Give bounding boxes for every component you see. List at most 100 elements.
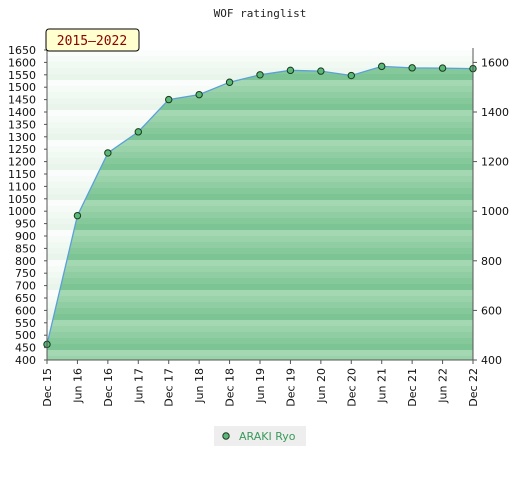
period-badge-text: 2015–2022	[57, 34, 127, 49]
data-point	[134, 128, 142, 136]
left-tick-label: 950	[15, 218, 36, 231]
data-point	[225, 78, 234, 86]
area-stripe	[47, 176, 473, 182]
area-stripe	[47, 320, 473, 326]
area-stripe	[47, 344, 473, 350]
area-stripe	[47, 140, 473, 146]
x-tick-label: Jun 17	[132, 368, 145, 404]
bg-stripe	[47, 68, 473, 74]
left-tick-label: 1100	[8, 180, 36, 193]
left-tick-label: 1150	[8, 168, 36, 181]
data-point	[195, 90, 203, 99]
area-stripe	[47, 158, 473, 164]
bg-stripe	[47, 56, 473, 62]
data-point	[256, 71, 264, 79]
area-stripe	[47, 296, 473, 302]
area-stripe	[47, 356, 473, 360]
area-stripe	[47, 260, 473, 266]
right-axis-ticks: 1600 1400 1200 1000 800 600 400	[473, 56, 509, 367]
area-stripe	[47, 332, 473, 338]
area-stripe	[47, 284, 473, 290]
area-fill	[47, 66, 473, 360]
left-tick-label: 850	[15, 242, 36, 255]
x-tick-label: Dec 15	[41, 368, 54, 407]
area-stripe	[47, 308, 473, 314]
data-point	[286, 66, 295, 75]
x-tick-label: Dec 22	[467, 368, 480, 407]
right-tick-label: 1400	[481, 106, 509, 119]
x-tick-label: Jun 18	[193, 368, 206, 404]
area-stripe	[47, 302, 473, 308]
area-stripe	[47, 164, 473, 170]
area-stripe	[47, 266, 473, 272]
area-stripe	[47, 182, 473, 188]
left-axis-ticks: 1650160015501500145014001350130012501200…	[8, 44, 47, 367]
data-point	[408, 64, 416, 72]
chart-title: WOF ratinglist	[214, 7, 307, 20]
area-stripe	[47, 116, 473, 122]
area-stripe	[47, 236, 473, 242]
x-tick-label: Dec 20	[345, 368, 358, 407]
x-tick-label: Dec 19	[284, 368, 297, 407]
data-point	[73, 211, 82, 220]
left-tick-label: 900	[15, 230, 36, 243]
x-tick-label: Dec 21	[406, 368, 419, 407]
x-tick-label: Dec 16	[102, 368, 115, 407]
area-stripe	[47, 152, 473, 158]
left-tick-label: 600	[15, 304, 36, 317]
area-stripe	[47, 80, 473, 86]
area-stripe	[47, 230, 473, 236]
area-stripe	[47, 206, 473, 212]
right-tick-label: 1200	[481, 156, 509, 169]
area-stripe	[47, 122, 473, 128]
x-tick-label: Jun 21	[376, 368, 389, 404]
data-point	[347, 71, 355, 80]
bg-stripe	[47, 50, 473, 56]
left-tick-label: 1500	[8, 81, 36, 94]
left-tick-label: 750	[15, 267, 36, 280]
x-tick-label: Dec 18	[224, 368, 237, 407]
area-stripe	[47, 272, 473, 278]
area-stripe	[47, 350, 473, 356]
area-stripe	[47, 224, 473, 230]
data-point	[378, 62, 386, 71]
area-stripe	[47, 110, 473, 116]
x-tick-label: Jun 20	[315, 368, 328, 404]
area-stripe	[47, 200, 473, 206]
period-badge: 2015–2022	[45, 28, 140, 52]
area-stripe	[47, 128, 473, 134]
left-tick-label: 1650	[8, 44, 36, 57]
right-tick-label: 800	[481, 255, 502, 268]
left-tick-label: 1250	[8, 143, 36, 156]
left-tick-label: 400	[15, 354, 36, 367]
data-point	[104, 149, 112, 157]
data-point	[438, 64, 447, 72]
area-stripe	[47, 146, 473, 152]
right-tick-label: 600	[481, 304, 502, 317]
left-tick-label: 700	[15, 280, 36, 293]
area-stripe	[47, 98, 473, 104]
right-tick-label: 400	[481, 354, 502, 367]
left-tick-label: 1550	[8, 69, 36, 82]
left-tick-label: 1300	[8, 131, 36, 144]
x-tick-label: Jun 22	[437, 368, 450, 404]
x-axis-ticks: Dec 15 Jun 16 Dec 16 Jun 17 Dec 17 Jun 18 Dec …	[41, 360, 480, 407]
area-stripe	[47, 254, 473, 260]
area-stripe	[47, 218, 473, 224]
left-tick-label: 800	[15, 255, 36, 268]
area-stripe	[47, 92, 473, 98]
area-stripes	[47, 66, 473, 360]
left-tick-label: 1000	[8, 205, 36, 218]
area-stripe	[47, 290, 473, 296]
left-tick-label: 1050	[8, 193, 36, 206]
area-stripe	[47, 170, 473, 176]
data-point	[165, 95, 173, 104]
left-tick-label: 1200	[8, 156, 36, 169]
left-tick-label: 650	[15, 292, 36, 305]
x-tick-label: Jun 16	[71, 368, 84, 404]
area-stripe	[47, 314, 473, 320]
left-tick-label: 1450	[8, 94, 36, 107]
left-tick-label: 1350	[8, 118, 36, 131]
bg-stripe	[47, 62, 473, 68]
